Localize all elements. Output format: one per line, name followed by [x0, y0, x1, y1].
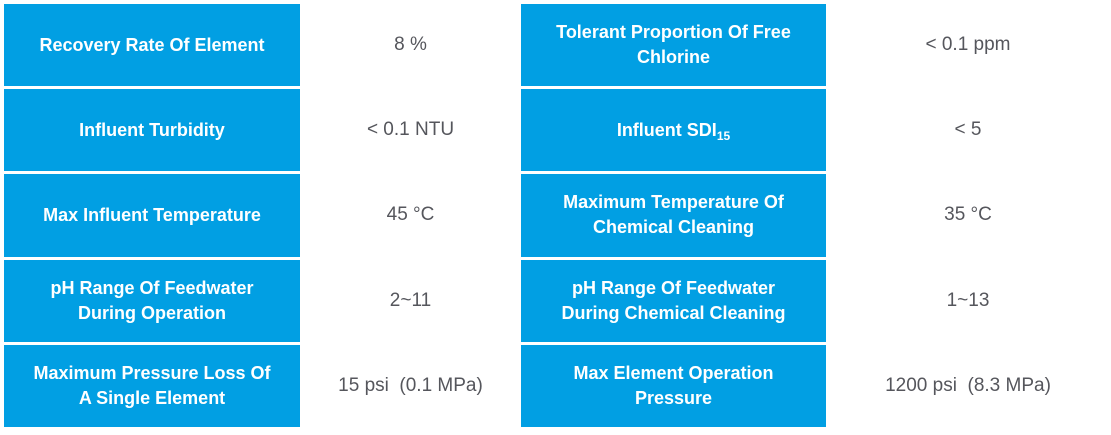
spec-value: 1~13 — [946, 289, 990, 311]
spec-value: < 0.1 NTU — [366, 119, 455, 141]
spec-label: Tolerant Proportion Of Free Chlorine — [556, 22, 791, 68]
spec-label-cell: Recovery Rate Of Element — [4, 4, 300, 87]
spec-value-cell: < 5 — [829, 89, 1107, 172]
spec-value: 8 % — [394, 34, 427, 56]
spec-value-cell: < 0.1 NTU — [303, 89, 518, 172]
spec-value: 35 °C — [944, 204, 992, 226]
spec-value: < 0.1 ppm — [925, 34, 1011, 56]
spec-label-cell: Maximum Temperature Of Chemical Cleaning — [521, 174, 826, 257]
spec-label-cell: pH Range Of Feedwater During Operation — [4, 259, 300, 342]
spec-value-cell: < 0.1 ppm — [829, 4, 1107, 87]
spec-label: Max Element Operation Pressure — [573, 362, 774, 408]
spec-value: < 5 — [954, 119, 982, 141]
spec-label: Max Influent Temperature — [43, 204, 261, 225]
spec-label-cell: Max Element Operation Pressure — [521, 344, 826, 427]
spec-value: 1200 psi (8.3 MPa) — [885, 374, 1051, 396]
spec-value-cell: 2~11 — [303, 259, 518, 342]
spec-label: pH Range Of Feedwater During Operation — [50, 277, 254, 323]
spec-label-cell: Tolerant Proportion Of Free Chlorine — [521, 4, 826, 87]
spec-label: Influent Turbidity — [79, 119, 225, 140]
spec-value: 2~11 — [389, 289, 432, 311]
spec-label-cell: Max Influent Temperature — [4, 174, 300, 257]
spec-label-cell: pH Range Of Feedwater During Chemical Cl… — [521, 259, 826, 342]
spec-label-cell: Maximum Pressure Loss Of A Single Elemen… — [4, 344, 300, 427]
spec-value-cell: 1200 psi (8.3 MPa) — [829, 344, 1107, 427]
spec-value: 15 psi (0.1 MPa) — [338, 374, 483, 396]
spec-label: Maximum Temperature Of Chemical Cleaning — [563, 192, 784, 238]
spec-value-cell: 45 °C — [303, 174, 518, 257]
spec-label: Recovery Rate Of Element — [39, 34, 265, 55]
spec-value: 45 °C — [386, 204, 435, 226]
spec-table: Recovery Rate Of Element 8 % Tolerant Prop… — [4, 4, 1107, 427]
spec-label-cell: Influent Turbidity — [4, 89, 300, 172]
spec-label: Maximum Pressure Loss Of A Single Elemen… — [33, 362, 271, 408]
spec-value-cell: 15 psi (0.1 MPa) — [303, 344, 518, 427]
spec-label-subscript: 15 — [716, 128, 731, 143]
spec-label-cell: Influent SDI15 — [521, 89, 826, 172]
spec-label: pH Range Of Feedwater During Chemical Cl… — [561, 277, 786, 323]
spec-value-cell: 8 % — [303, 4, 518, 87]
spec-label: Influent SDI15 — [616, 119, 731, 143]
spec-value-cell: 35 °C — [829, 174, 1107, 257]
spec-value-cell: 1~13 — [829, 259, 1107, 342]
